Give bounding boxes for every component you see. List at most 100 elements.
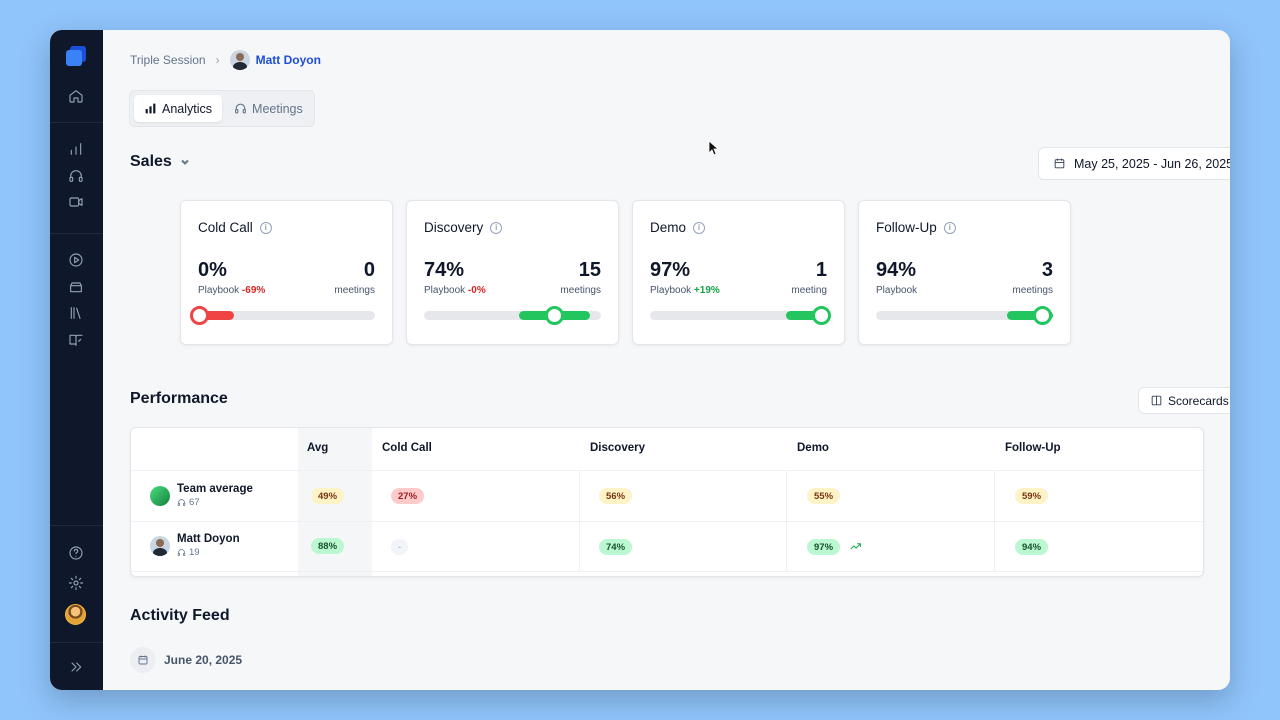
column-divider — [994, 470, 995, 571]
info-icon[interactable]: i — [259, 221, 272, 234]
playbook-label: Playbook — [424, 285, 466, 296]
playbook-delta: +19% — [693, 285, 720, 296]
score-badge: 49% — [311, 488, 345, 504]
chevron-right-icon: › — [215, 53, 220, 67]
column-header-cold-call[interactable]: Cold Call — [382, 442, 432, 454]
row-divider — [131, 571, 1203, 572]
gear-icon[interactable] — [67, 574, 85, 592]
card-playbook: Playbook — [876, 285, 917, 296]
home-icon[interactable] — [67, 87, 85, 105]
scorecards-label: Scorecards — [1168, 393, 1229, 408]
progress-fill — [1006, 311, 1053, 320]
main-content: Triple Session › Matt Doyon Analytics Me… — [103, 30, 1230, 690]
score-badge[interactable]: 55% — [807, 488, 841, 504]
score-badge[interactable]: 59% — [1015, 488, 1049, 504]
column-header-discovery[interactable]: Discovery — [590, 442, 645, 454]
logo-icon[interactable] — [66, 46, 86, 66]
headset-icon — [235, 103, 246, 114]
breadcrumb-root[interactable]: Triple Session — [130, 53, 206, 67]
card-title: Discovery i — [424, 220, 503, 235]
team-avatar — [150, 485, 170, 506]
help-icon[interactable] — [67, 544, 85, 562]
sidebar-divider — [50, 233, 103, 234]
progress-knob — [1032, 306, 1052, 325]
video-icon[interactable] — [67, 193, 85, 211]
card-title: Demo i — [650, 220, 706, 235]
performance-title: Performance — [130, 390, 228, 407]
playbook-delta: -69% — [241, 285, 266, 296]
info-icon[interactable]: i — [490, 221, 503, 234]
activity-feed-title: Activity Feed — [130, 607, 230, 624]
column-header-demo[interactable]: Demo — [797, 442, 829, 454]
sales-title: Sales — [130, 153, 172, 170]
card-discovery[interactable]: Discovery i 74% 15 Playbook -0% meetings — [406, 200, 619, 345]
progress-knob — [545, 306, 565, 325]
meeting-count-value: 19 — [189, 547, 200, 558]
app-window: Triple Session › Matt Doyon Analytics Me… — [50, 30, 1230, 690]
headset-icon[interactable] — [67, 167, 85, 185]
tab-analytics[interactable]: Analytics — [134, 95, 223, 122]
headset-icon — [177, 549, 186, 556]
card-unit: meeting — [791, 285, 827, 296]
playbook-delta: -0% — [467, 285, 486, 296]
analytics-icon[interactable] — [67, 140, 85, 158]
sidebar-divider — [50, 525, 103, 526]
score-badge[interactable]: 94% — [1015, 539, 1049, 555]
date-range-picker[interactable]: May 25, 2025 - Jun 26, 2025 — [1038, 147, 1230, 180]
table-row-team-average[interactable]: Team average 67 — [150, 483, 253, 508]
bar-chart-icon — [145, 103, 156, 114]
playbook-label: Playbook — [650, 285, 692, 296]
person-info: Matt Doyon 19 — [177, 533, 240, 558]
column-header-avg: Avg — [307, 442, 329, 454]
score-badge[interactable]: 97% — [807, 539, 841, 555]
tab-meetings[interactable]: Meetings — [224, 95, 313, 122]
view-tabs: Analytics Meetings — [129, 90, 315, 127]
card-title-text: Cold Call — [198, 220, 253, 235]
card-unit: meetings — [560, 285, 601, 296]
person-name: Matt Doyon — [177, 533, 240, 545]
person-meeting-count: 67 — [177, 497, 253, 508]
card-title-text: Follow-Up — [876, 220, 937, 235]
card-title: Follow-Up i — [876, 220, 956, 235]
score-badge[interactable]: 56% — [599, 488, 633, 504]
card-cold-call[interactable]: Cold Call i 0% 0 Playbook -69% meetings — [180, 200, 393, 345]
user-avatar[interactable] — [65, 604, 86, 625]
card-title: Cold Call i — [198, 220, 272, 235]
library-icon[interactable] — [67, 304, 85, 322]
inbox-icon[interactable] — [67, 278, 85, 296]
card-follow-up[interactable]: Follow-Up i 94% 3 Playbook meetings — [858, 200, 1071, 345]
card-meeting-count: 1 — [815, 259, 827, 281]
card-title-text: Discovery — [424, 220, 484, 235]
score-badge[interactable]: 27% — [391, 488, 425, 504]
info-icon[interactable]: i — [943, 221, 956, 234]
scorecards-dropdown[interactable]: Scorecards — [1138, 387, 1230, 414]
card-percentage: 94% — [876, 259, 917, 281]
score-badge-empty: - — [391, 539, 409, 555]
card-percentage: 0% — [198, 259, 227, 281]
card-meeting-count: 15 — [578, 259, 601, 281]
date-range-label: May 25, 2025 - Jun 26, 2025 — [1074, 156, 1230, 171]
breadcrumb-user[interactable]: Matt Doyon — [255, 53, 321, 67]
card-playbook: Playbook -0% — [424, 285, 486, 296]
card-percentage: 74% — [424, 259, 465, 281]
card-unit: meetings — [334, 285, 375, 296]
info-icon[interactable]: i — [693, 221, 706, 234]
card-demo[interactable]: Demo i 97% 1 Playbook +19% meeting — [632, 200, 845, 345]
chevron-down-icon — [181, 159, 189, 165]
card-meeting-count: 0 — [363, 259, 375, 281]
book-edit-icon[interactable] — [67, 331, 85, 349]
progress-knob — [812, 306, 832, 325]
expand-sidebar-icon[interactable] — [67, 658, 85, 676]
person-info: Team average 67 — [177, 483, 253, 508]
tab-analytics-label: Analytics — [162, 101, 213, 116]
card-percentage: 97% — [650, 259, 691, 281]
tab-meetings-label: Meetings — [252, 101, 303, 116]
score-badge[interactable]: 74% — [599, 539, 633, 555]
sales-dropdown[interactable]: Sales — [130, 153, 190, 171]
activity-date: June 20, 2025 — [130, 647, 242, 673]
play-circle-icon[interactable] — [67, 251, 85, 269]
row-divider — [131, 470, 1203, 471]
column-header-follow-up[interactable]: Follow-Up — [1005, 442, 1061, 454]
headset-icon — [177, 499, 186, 506]
table-row-matt-doyon[interactable]: Matt Doyon 19 — [150, 533, 240, 558]
